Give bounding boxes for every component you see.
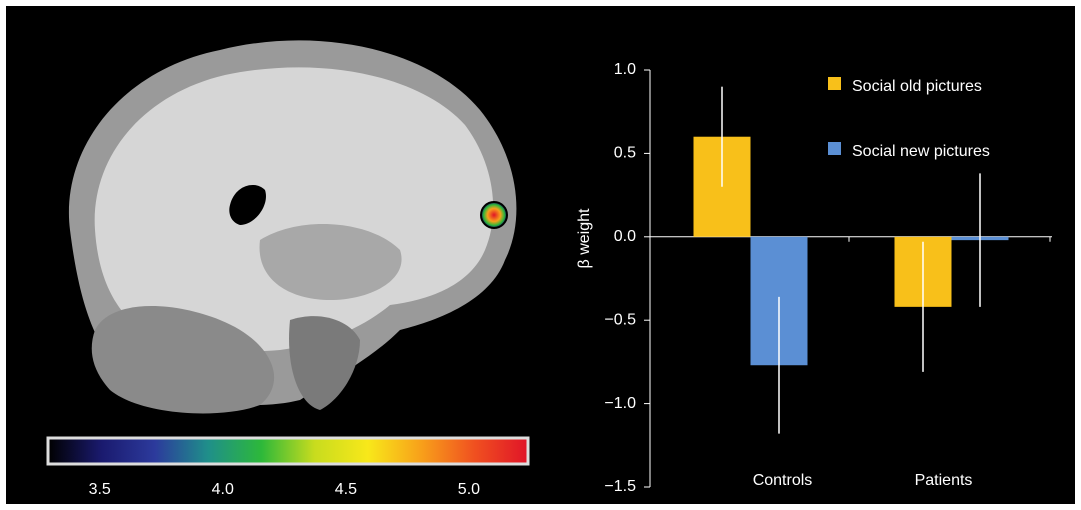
y-tick-label: −0.5	[604, 311, 636, 328]
page: {"chart_data": [ {"type": "colorbar", "c…	[0, 0, 1081, 510]
y-tick-label: −1.5	[604, 478, 636, 495]
x-tick-label: Patients	[915, 472, 973, 489]
legend-swatch	[828, 77, 841, 90]
legend-swatch	[828, 142, 841, 155]
activation-cluster	[481, 202, 507, 228]
x-tick-label: Controls	[753, 472, 813, 489]
y-tick-label: −1.0	[604, 395, 636, 412]
colorbar-tick-label: 4.5	[335, 481, 357, 498]
y-tick-label: 1.0	[614, 61, 636, 78]
y-tick-label: 0.0	[614, 228, 636, 245]
colorbar-tick-label: 3.5	[89, 481, 111, 498]
colorbar	[48, 438, 528, 464]
colorbar-tick-label: 5.0	[458, 481, 480, 498]
legend-label: Social new pictures	[852, 143, 990, 160]
y-axis-label: β weight	[576, 208, 593, 268]
y-tick-label: 0.5	[614, 145, 636, 162]
legend-label: Social old pictures	[852, 78, 982, 95]
colorbar-tick-label: 4.0	[212, 481, 234, 498]
figure: 3.5 4.0 4.5 5.0 −1.5 −1.0 −0.5 0.0 0.5 1.0 β weigh…	[0, 0, 1081, 510]
